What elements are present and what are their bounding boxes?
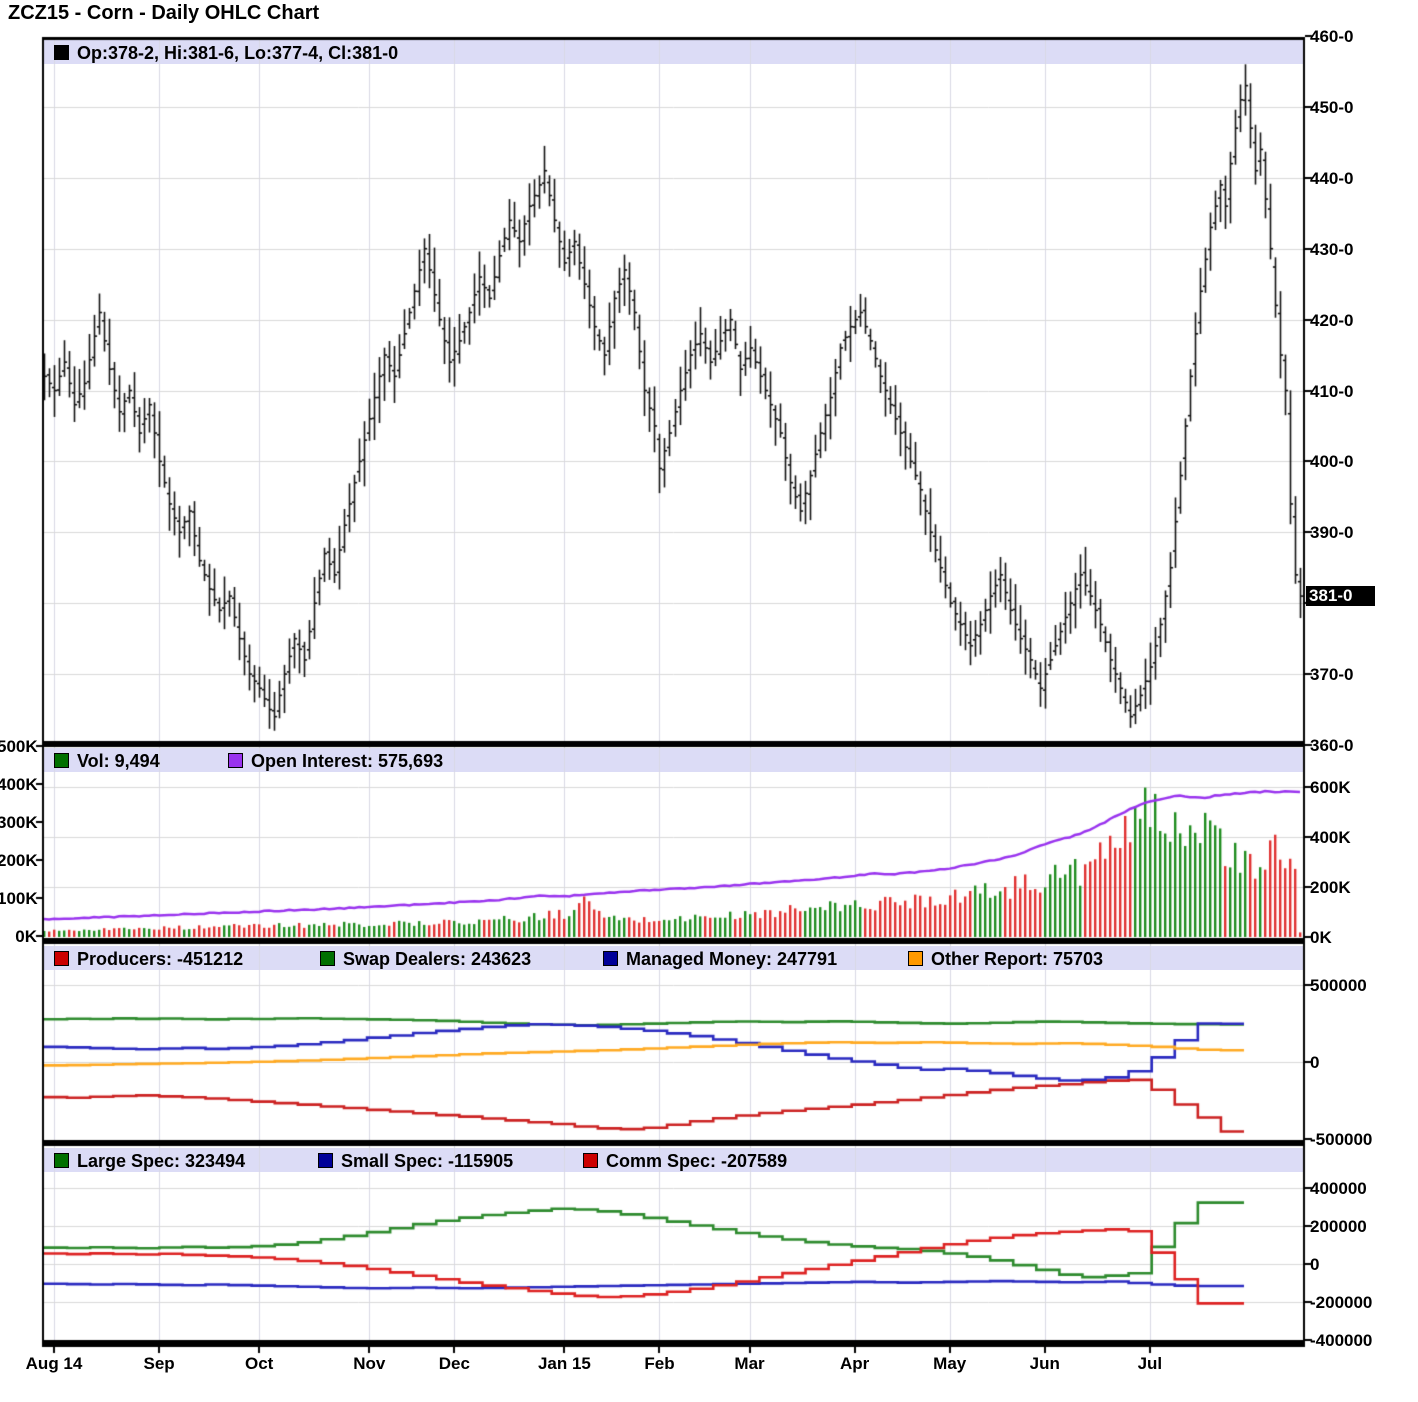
managed-money-legend-item: Managed Money: 247791 — [603, 949, 837, 970]
other-report-legend-label: Other Report: 75703 — [931, 949, 1104, 969]
volume-axis-left-label: 300K — [0, 813, 38, 832]
volume-axis-left-label: 200K — [0, 851, 38, 870]
price-legend-label: Op:378-2, Hi:381-6, Lo:377-4, Cl:381-0 — [77, 43, 399, 63]
swap-dealers-legend-label: Swap Dealers: 243623 — [343, 949, 532, 969]
x-axis-month-label: Jan 15 — [537, 1354, 591, 1373]
x-axis-month-label: Feb — [644, 1354, 675, 1373]
open-interest-legend-item: Open Interest: 575,693 — [228, 751, 443, 772]
price-axis-label: 390-0 — [1310, 523, 1354, 543]
price-axis-label: 400-0 — [1310, 452, 1354, 472]
producers-legend-item: Producers: -451212 — [54, 949, 243, 970]
volume-axis-left-label: 500K — [0, 737, 38, 756]
current-price-badge: 381-0 — [1306, 586, 1375, 607]
price-axis-label: 420-0 — [1310, 310, 1354, 330]
spec-axis-label: -400000 — [1310, 1331, 1373, 1350]
price-axis-label: 360-0 — [1310, 736, 1354, 755]
price-axis-label: 430-0 — [1310, 239, 1354, 259]
price-axis-label: 410-0 — [1310, 381, 1354, 401]
price-legend-item: Op:378-2, Hi:381-6, Lo:377-4, Cl:381-0 — [54, 43, 398, 64]
volume-legend-label: Vol: 9,494 — [77, 751, 160, 771]
x-axis-month-label: Jun — [1029, 1354, 1060, 1373]
other-report-swatch-icon — [908, 951, 923, 966]
spec-axis-label: 0 — [1310, 1255, 1320, 1274]
managed-money-legend-label: Managed Money: 247791 — [626, 949, 838, 969]
managed-money-swatch-icon — [603, 951, 618, 966]
spec-axis-label: 400000 — [1310, 1179, 1367, 1198]
x-axis-month-label: Oct — [244, 1354, 274, 1373]
small-spec-legend-label: Small Spec: -115905 — [341, 1151, 514, 1171]
price-axis-label: 460-0 — [1310, 27, 1354, 46]
open-interest-swatch-icon — [228, 753, 243, 768]
volume-axis-left-label: 400K — [0, 775, 38, 794]
x-axis-month-label: Nov — [353, 1354, 386, 1373]
x-axis-month-label: Aug 14 — [25, 1354, 83, 1373]
comm-spec-legend-item: Comm Spec: -207589 — [583, 1151, 787, 1172]
volume-axis-left-label: 100K — [0, 889, 38, 908]
volume-axis-right-label: 600K — [1310, 778, 1351, 797]
page-title: ZCZ15 - Corn - Daily OHLC Chart — [8, 2, 320, 24]
x-axis-month-label: Dec — [438, 1354, 470, 1373]
large-spec-legend-item: Large Spec: 323494 — [54, 1151, 245, 1172]
small-spec-swatch-icon — [318, 1153, 333, 1168]
x-axis-month-label: Jul — [1137, 1354, 1163, 1373]
producers-legend-label: Producers: -451212 — [77, 949, 244, 969]
volume-axis-left-label: 0K — [15, 927, 37, 946]
spec-axis-label: -200000 — [1310, 1293, 1373, 1312]
small-spec-legend-item: Small Spec: -115905 — [318, 1151, 513, 1172]
comm-spec-legend-label: Comm Spec: -207589 — [606, 1151, 788, 1171]
price-axis-label: 370-0 — [1310, 665, 1354, 685]
cot-axis-label: -500000 — [1310, 1130, 1373, 1149]
ohlc-swatch-icon — [54, 45, 69, 60]
x-axis-month-label: Mar — [734, 1354, 765, 1373]
volume-legend-item: Vol: 9,494 — [54, 751, 160, 772]
producers-swatch-icon — [54, 951, 69, 966]
volume-axis-right-label: 0K — [1310, 928, 1332, 947]
spec-axis-label: 200000 — [1310, 1217, 1367, 1236]
swap-dealers-legend-item: Swap Dealers: 243623 — [320, 949, 531, 970]
x-axis-month-label: Sep — [143, 1354, 175, 1373]
price-axis-label: 450-0 — [1310, 97, 1354, 117]
swap-dealers-swatch-icon — [320, 951, 335, 966]
volume-axis-right-label: 400K — [1310, 828, 1351, 847]
cot-axis-label: 0 — [1310, 1053, 1320, 1072]
x-axis-month-label: May — [933, 1354, 967, 1373]
large-spec-legend-label: Large Spec: 323494 — [77, 1151, 246, 1171]
large-spec-swatch-icon — [54, 1153, 69, 1168]
cot-axis-label: 500000 — [1310, 976, 1367, 995]
comm-spec-swatch-icon — [583, 1153, 598, 1168]
x-axis-month-label: Apr — [840, 1354, 870, 1373]
open-interest-legend-label: Open Interest: 575,693 — [251, 751, 444, 771]
price-axis-label: 440-0 — [1310, 168, 1354, 188]
volume-axis-right-label: 200K — [1310, 878, 1351, 897]
other-report-legend-item: Other Report: 75703 — [908, 949, 1103, 970]
volume-swatch-icon — [54, 753, 69, 768]
